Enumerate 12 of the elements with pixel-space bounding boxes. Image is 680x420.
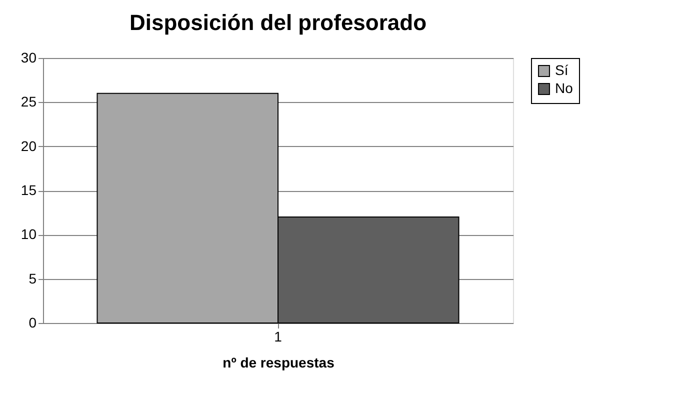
legend-label: No xyxy=(555,80,574,96)
x-axis-title: nº de respuestas xyxy=(222,354,335,370)
x-tick-label: 1 xyxy=(274,328,282,344)
y-tick-label: 10 xyxy=(20,226,37,242)
y-tick-label: 20 xyxy=(20,138,37,154)
y-tick-label: 5 xyxy=(28,270,37,286)
y-tick-label: 0 xyxy=(28,314,37,330)
y-tick-label: 25 xyxy=(20,94,37,110)
y-tick-label: 30 xyxy=(20,50,37,66)
legend-label: Sí xyxy=(555,62,568,78)
y-tick-label: 15 xyxy=(20,182,37,198)
chart-title: Disposición del profesorado xyxy=(129,10,427,35)
